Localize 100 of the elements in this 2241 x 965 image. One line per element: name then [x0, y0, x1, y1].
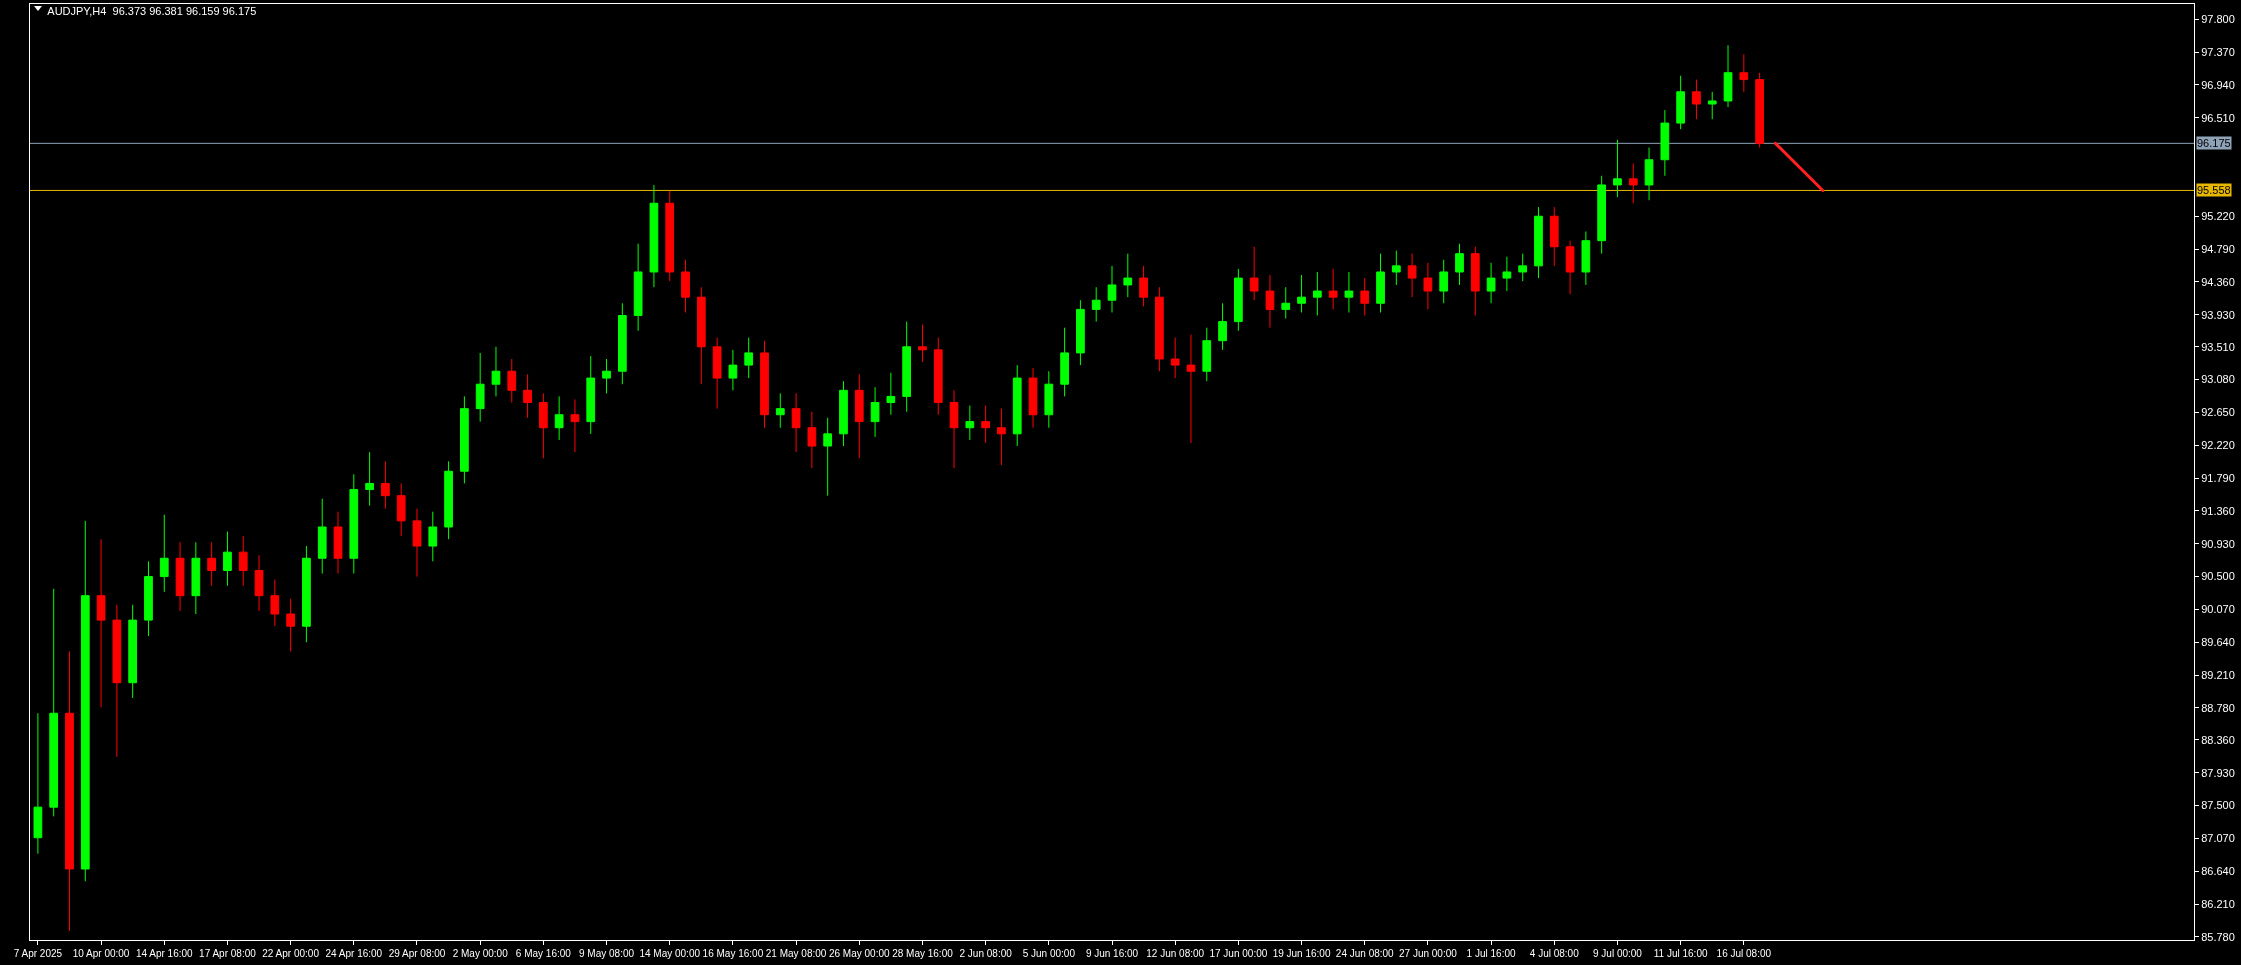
candlestick	[1028, 367, 1038, 429]
candlestick	[1170, 337, 1180, 379]
candlestick	[617, 302, 627, 385]
candlestick	[270, 579, 280, 627]
candlestick	[1044, 370, 1054, 429]
candlestick	[523, 373, 532, 419]
x-tick-label: 21 May 08:00	[765, 948, 827, 959]
candlestick	[1581, 231, 1591, 286]
candlestick	[886, 372, 896, 416]
candlestick	[1186, 334, 1196, 444]
candlestick	[1470, 246, 1480, 316]
x-tick-label: 5 Jun 00:00	[1022, 948, 1076, 959]
candlestick	[570, 398, 580, 453]
candlestick	[381, 460, 390, 510]
candlestick	[1234, 268, 1243, 332]
candlestick	[775, 392, 785, 429]
candlestick	[1755, 72, 1764, 149]
candlestick	[349, 473, 359, 575]
candlestick	[1012, 364, 1022, 447]
x-tick-label: 28 May 16:00	[892, 948, 954, 959]
candlestick	[807, 411, 817, 469]
candlestick	[586, 355, 596, 435]
candlestick	[1391, 250, 1401, 286]
chart-title: AUDJPY,H4 96.373 96.381 96.159 96.175	[47, 5, 257, 18]
x-tick-label: 19 Jun 16:00	[1272, 948, 1331, 959]
x-tick-label: 27 Jun 00:00	[1399, 948, 1458, 959]
y-tick-label: 96.940	[2201, 78, 2235, 91]
x-tick-label: 9 May 08:00	[579, 948, 635, 959]
x-tick-label: 26 May 00:00	[828, 948, 890, 959]
candlestick	[1723, 44, 1733, 108]
x-tick-label: 17 Apr 08:00	[199, 948, 257, 959]
candlestick	[1707, 91, 1717, 120]
candlestick	[1123, 253, 1133, 298]
candlestick	[791, 392, 801, 453]
y-tick-label: 97.370	[2201, 45, 2235, 58]
y-tick-label: 91.360	[2201, 504, 2235, 517]
y-tick-label: 93.510	[2201, 340, 2235, 353]
candlestick	[602, 358, 611, 394]
candlestick	[1107, 265, 1117, 313]
x-tick-label: 14 Apr 16:00	[135, 948, 194, 959]
candlestick	[175, 541, 185, 612]
candlestick	[554, 395, 564, 441]
candlestick	[760, 340, 769, 429]
y-tick-label: 87.070	[2201, 832, 2235, 845]
candlestick	[1218, 302, 1227, 351]
y-tick-label: 92.650	[2201, 406, 2235, 419]
candlestick	[96, 538, 106, 708]
ref-line-label: 95.558	[2197, 184, 2231, 196]
candlestick	[1265, 274, 1275, 329]
candlestick	[223, 531, 232, 587]
candlestick	[649, 184, 659, 288]
x-tick-label: 24 Apr 16:00	[325, 948, 383, 959]
candlestick	[112, 604, 122, 758]
candlestick	[933, 337, 943, 416]
candlestick	[128, 604, 138, 699]
candlestick	[286, 598, 295, 652]
x-tick-label: 14 May 00:00	[639, 948, 701, 959]
candlestick	[1344, 271, 1354, 313]
candlestick	[538, 392, 548, 459]
y-tick-label: 90.930	[2201, 537, 2235, 550]
candlestick	[1534, 206, 1543, 279]
candlestick	[65, 650, 74, 932]
candlestick	[1281, 286, 1291, 320]
candlestick	[1360, 277, 1370, 316]
candlestick	[633, 243, 643, 332]
y-tick-label: 88.780	[2201, 701, 2235, 714]
candlestick	[1660, 109, 1670, 177]
x-tick-label: 4 Jul 08:00	[1529, 948, 1580, 959]
candlestick	[854, 373, 864, 459]
x-tick-label: 16 May 16:00	[702, 948, 764, 959]
x-tick-label: 22 Apr 00:00	[262, 948, 320, 959]
y-tick-label: 95.220	[2201, 210, 2235, 223]
x-tick-label: 17 Jun 00:00	[1209, 948, 1268, 959]
y-tick-label: 87.500	[2201, 799, 2235, 812]
candlestick	[997, 408, 1006, 466]
candlestick	[396, 482, 406, 537]
candlestick	[460, 395, 469, 484]
candlestick	[444, 460, 453, 540]
x-tick-label: 16 Jul 08:00	[1716, 948, 1772, 959]
candlestick	[696, 286, 706, 385]
y-tick-label: 91.790	[2201, 471, 2235, 484]
candlestick	[902, 321, 912, 413]
candlestick	[412, 508, 422, 578]
candlestick	[1155, 286, 1164, 372]
candlestick	[507, 358, 517, 404]
y-tick-label: 89.210	[2201, 668, 2235, 681]
y-tick-label: 89.640	[2201, 636, 2235, 649]
candlestick	[1439, 259, 1449, 304]
x-tick-label: 1 Jul 16:00	[1466, 948, 1516, 959]
candlestick	[744, 337, 754, 379]
candlestick	[49, 588, 59, 817]
y-tick-label: 85.780	[2201, 930, 2235, 943]
candlestick	[1202, 327, 1212, 382]
y-tick-label: 93.930	[2201, 308, 2235, 321]
candlestick	[870, 386, 880, 438]
candlestick	[1565, 240, 1575, 295]
candlestick	[665, 190, 675, 282]
candlestick	[1076, 299, 1085, 366]
candlestick	[33, 712, 43, 855]
x-tick-label: 7 Apr 2025	[13, 948, 63, 959]
